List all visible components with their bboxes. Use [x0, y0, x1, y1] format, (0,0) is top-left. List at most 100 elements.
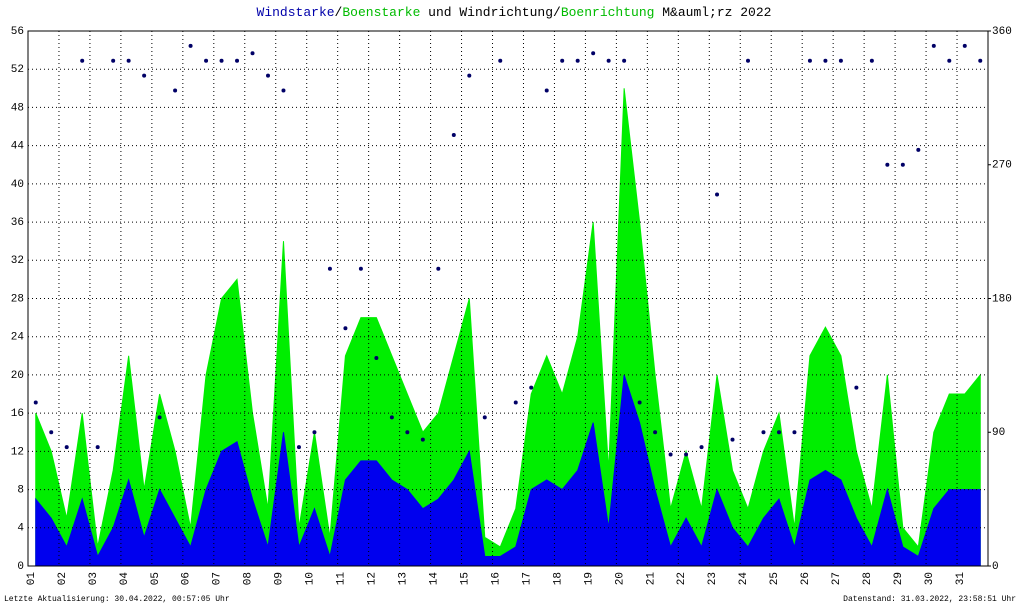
y-tick-label: 44 [11, 141, 25, 153]
direction-dot [80, 58, 85, 63]
direction-dot [684, 452, 689, 457]
y-tick-label: 8 [17, 484, 24, 496]
x-tick-label: 27 [831, 572, 843, 585]
x-tick-label: 31 [955, 572, 967, 586]
direction-dot [761, 430, 766, 435]
x-tick-label: 09 [274, 572, 286, 585]
direction-dot [900, 162, 905, 167]
direction-dot [591, 51, 596, 56]
direction-dot [235, 58, 240, 63]
y-tick-label: 0 [17, 561, 24, 573]
chart-title: Windstarke/Boenstarke und Windrichtung/B… [257, 5, 772, 20]
direction-dot [606, 58, 611, 63]
x-tick-label: 26 [800, 572, 812, 585]
direction-dot [730, 437, 735, 442]
direction-dot [374, 355, 379, 360]
footer-left: Letzte Aktualisierung: 30.04.2022, 00:57… [4, 595, 230, 604]
plot-frame [27, 30, 989, 567]
direction-dot [327, 266, 332, 271]
direction-dot [947, 58, 952, 63]
direction-dot [33, 400, 38, 405]
y-tick-label: 36 [11, 217, 24, 229]
y-tick-label: 52 [11, 64, 24, 76]
direction-dot [296, 445, 301, 450]
title-part: und Windrichtung/ [420, 5, 561, 20]
y-tick-label: 28 [11, 293, 24, 305]
direction-dot [869, 58, 874, 63]
direction-dot [854, 385, 859, 390]
direction-dot [266, 73, 270, 78]
x-tick-label: 10 [305, 572, 317, 585]
x-tick-label: 12 [367, 572, 379, 585]
direction-dot [513, 400, 518, 405]
y-tick-label: 4 [17, 523, 24, 535]
x-tick-label: 18 [552, 572, 564, 585]
direction-dot [142, 73, 147, 78]
x-tick-label: 30 [924, 572, 936, 585]
direction-dot [312, 430, 317, 435]
direction-dot [405, 430, 410, 435]
direction-dot [529, 385, 534, 390]
y2-tick-label: 0 [992, 561, 999, 573]
x-tick-label: 23 [707, 572, 719, 585]
y-tick-label: 40 [11, 179, 24, 191]
x-tick-label: 17 [521, 572, 533, 585]
footer-right: Datenstand: 31.03.2022, 23:58:51 Uhr [843, 595, 1016, 604]
y2-tick-label: 270 [992, 160, 1012, 172]
area [35, 88, 981, 567]
area [35, 374, 981, 567]
y2-tick-label: 90 [992, 427, 1005, 439]
direction-dot [420, 437, 425, 442]
direction-dot [823, 58, 828, 63]
x-tick-label: 15 [459, 572, 471, 585]
direction-dot [498, 58, 503, 63]
y-tick-label: 20 [11, 370, 24, 382]
y-tick-label: 16 [11, 408, 24, 420]
x-tick-label: 29 [893, 572, 905, 585]
x-tick-label: 22 [676, 572, 688, 585]
x-tick-label: 20 [614, 572, 626, 585]
direction-dot [49, 430, 54, 435]
direction-dot [188, 43, 193, 48]
direction-dot [792, 430, 797, 435]
x-tick-label: 16 [490, 572, 502, 585]
direction-dot [978, 58, 983, 63]
direction-dot [358, 266, 363, 271]
direction-dot [699, 445, 704, 450]
direction-dot [482, 415, 487, 420]
direction-dot [916, 147, 921, 152]
direction-dot [95, 445, 100, 450]
direction-dot [622, 58, 627, 63]
direction-dot [668, 452, 673, 457]
direction-dot [544, 88, 549, 93]
direction-dot [575, 58, 580, 63]
direction-dot [715, 192, 720, 197]
y-tick-label: 32 [11, 255, 24, 267]
y2-tick-label: 360 [992, 26, 1012, 38]
title-part: Boenrichtung [561, 5, 655, 20]
x-tick-label: 01 [26, 572, 38, 586]
direction-dot [467, 73, 472, 78]
direction-dot [157, 415, 162, 420]
x-tick-label: 02 [57, 572, 69, 585]
direction-dot [250, 51, 255, 56]
direction-dot [281, 88, 286, 93]
y-tick-label: 12 [11, 446, 24, 458]
y-tick-label: 24 [11, 332, 25, 344]
direction-dot [219, 58, 224, 63]
direction-dot [637, 400, 642, 405]
y-tick-label: 56 [11, 26, 24, 38]
x-tick-label: 25 [769, 572, 781, 585]
x-tick-label: 03 [88, 572, 100, 585]
y2-tick-label: 180 [992, 293, 1012, 305]
title-part: Boenstarke [342, 5, 420, 20]
direction-dot [885, 162, 890, 167]
direction-dot [173, 88, 178, 93]
x-tick-label: 05 [150, 572, 162, 585]
direction-dot [436, 266, 441, 271]
direction-dot [64, 445, 69, 450]
x-tick-label: 04 [119, 572, 131, 586]
title-part: Windstarke [257, 5, 335, 20]
x-tick-label: 14 [428, 572, 440, 586]
